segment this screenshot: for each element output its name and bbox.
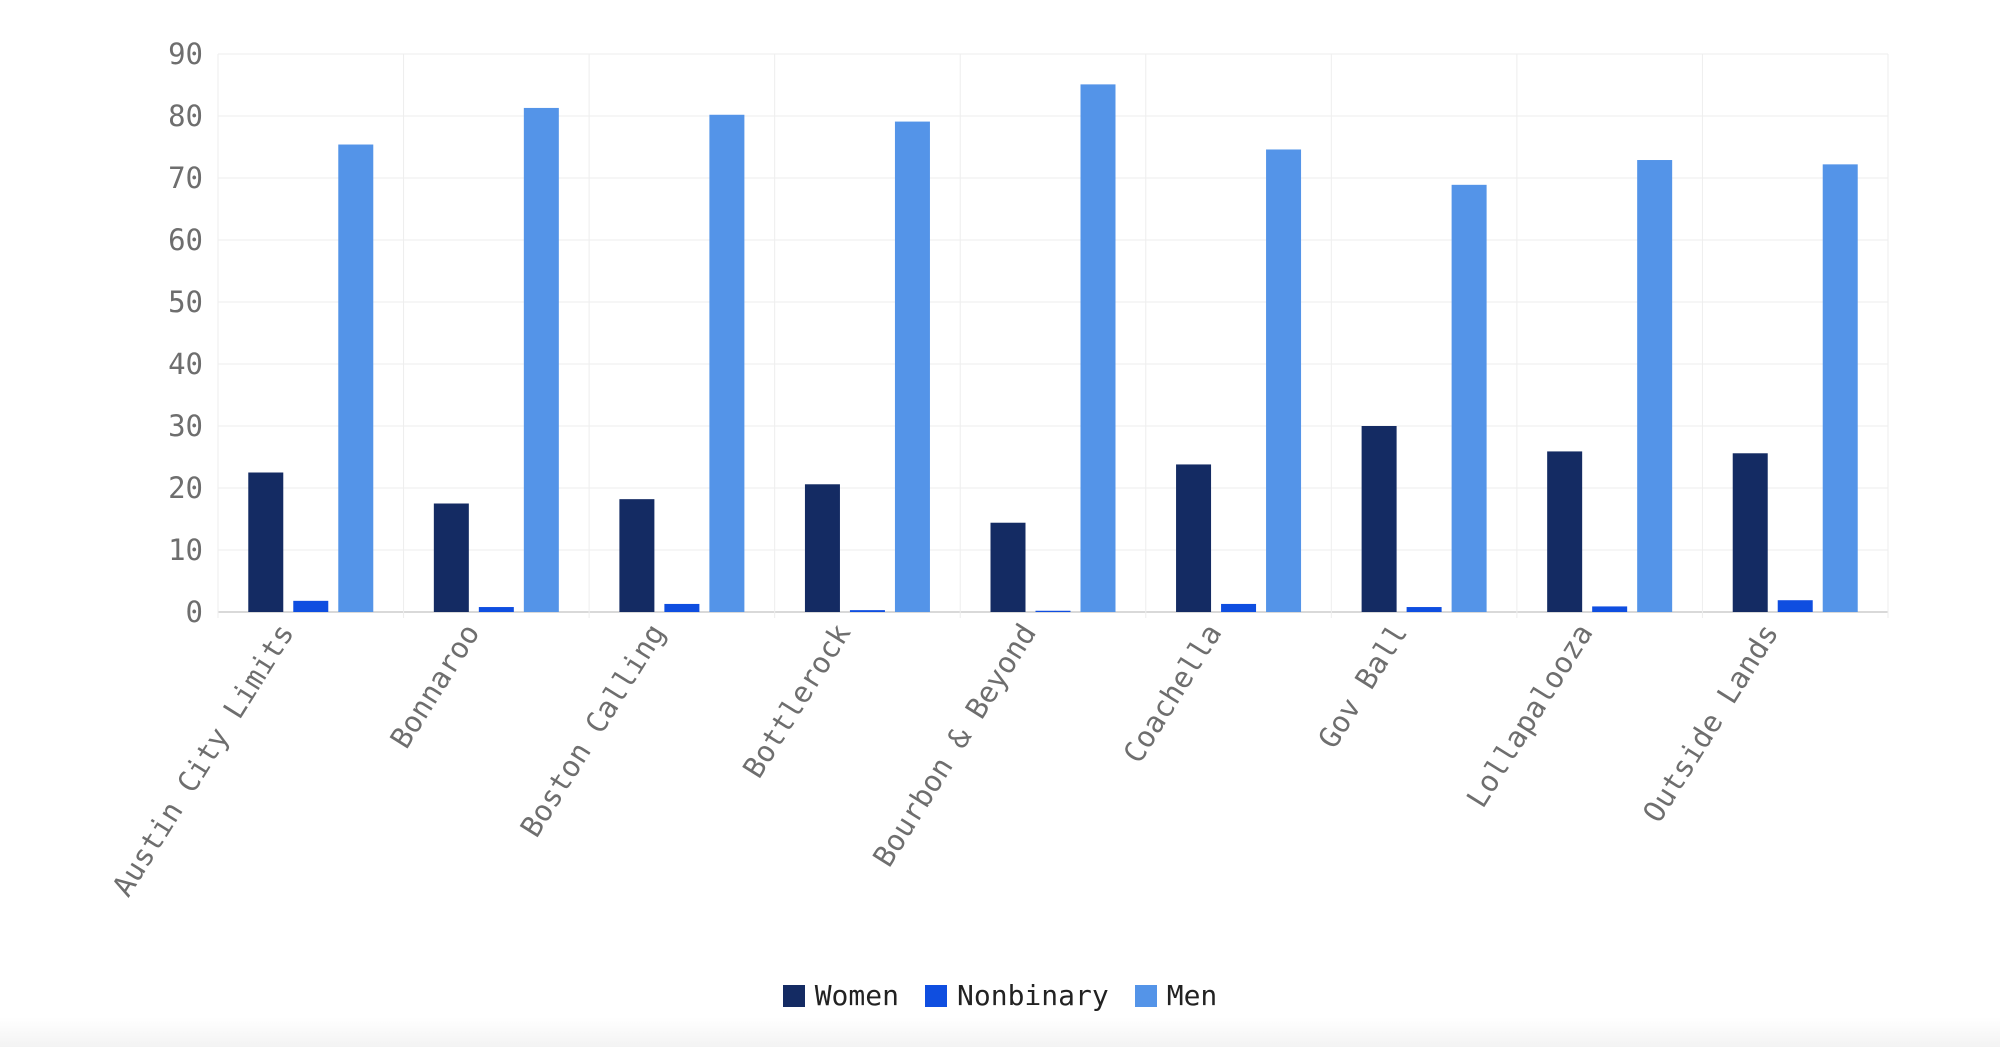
x-tick-label-0: Austin City Limits bbox=[105, 618, 300, 903]
y-tick-label-70: 70 bbox=[168, 161, 203, 195]
bar-men-2[interactable] bbox=[709, 114, 745, 612]
bar-women-2[interactable] bbox=[619, 499, 655, 612]
legend-item-nonbinary[interactable]: Nonbinary bbox=[925, 979, 1109, 1012]
y-tick-label-60: 60 bbox=[168, 223, 203, 257]
bar-men-8[interactable] bbox=[1822, 164, 1858, 613]
x-tick-label-6: Gov Ball bbox=[1311, 618, 1414, 754]
y-tick-label-90: 90 bbox=[168, 37, 203, 71]
bar-men-4[interactable] bbox=[1080, 84, 1116, 612]
legend-swatch-men bbox=[1134, 984, 1157, 1007]
bar-women-7[interactable] bbox=[1547, 451, 1583, 612]
legend-label-nonbinary: Nonbinary bbox=[957, 979, 1109, 1012]
bar-nonbinary-5[interactable] bbox=[1221, 603, 1257, 612]
y-axis-ticks: 0 10 20 30 40 50 60 70 80 90 bbox=[168, 37, 203, 629]
bar-men-6[interactable] bbox=[1451, 184, 1487, 612]
bar-layer bbox=[248, 84, 1858, 613]
bar-men-5[interactable] bbox=[1266, 149, 1302, 613]
legend-label-women: Women bbox=[814, 979, 899, 1012]
legend-swatch-nonbinary bbox=[925, 984, 947, 1007]
x-axis-labels: Austin City Limits Bonnaroo Boston Calling… bbox=[105, 617, 1785, 902]
bar-nonbinary-3[interactable] bbox=[849, 610, 885, 612]
y-tick-label-40: 40 bbox=[168, 347, 203, 381]
bar-men-3[interactable] bbox=[894, 121, 930, 612]
bar-nonbinary-8[interactable] bbox=[1777, 600, 1813, 612]
x-tick-label-4: Bourbon & Beyond bbox=[866, 618, 1043, 873]
bar-nonbinary-0[interactable] bbox=[293, 600, 329, 612]
bar-women-1[interactable] bbox=[433, 503, 469, 613]
x-tick-label-7: Lollapalooza bbox=[1460, 618, 1600, 814]
bar-nonbinary-7[interactable] bbox=[1592, 606, 1628, 612]
y-tick-label-10: 10 bbox=[168, 533, 203, 567]
y-tick-label-50: 50 bbox=[168, 285, 203, 319]
bottom-fade bbox=[0, 1017, 2000, 1047]
bar-nonbinary-1[interactable] bbox=[478, 607, 514, 612]
legend-item-men[interactable]: Men bbox=[1134, 979, 1218, 1012]
y-tick-label-20: 20 bbox=[168, 471, 203, 505]
y-tick-label-0: 0 bbox=[186, 595, 203, 629]
x-tick-label-8: Outside Lands bbox=[1636, 618, 1785, 829]
bar-women-4[interactable] bbox=[990, 522, 1026, 612]
y-tick-label-80: 80 bbox=[168, 99, 203, 133]
y-tick-label-30: 30 bbox=[168, 409, 203, 443]
grid-layer bbox=[217, 53, 1889, 618]
bar-nonbinary-4[interactable] bbox=[1035, 610, 1071, 612]
bar-women-0[interactable] bbox=[248, 472, 284, 613]
bar-nonbinary-2[interactable] bbox=[664, 603, 700, 612]
bar-men-1[interactable] bbox=[523, 107, 559, 612]
legend-swatch-women bbox=[782, 984, 805, 1007]
bar-women-5[interactable] bbox=[1176, 464, 1212, 612]
bar-women-6[interactable] bbox=[1361, 426, 1397, 612]
bar-men-0[interactable] bbox=[338, 144, 374, 612]
x-tick-label-5: Coachella bbox=[1116, 618, 1228, 769]
legend-label-men: Men bbox=[1166, 979, 1218, 1012]
bar-men-7[interactable] bbox=[1637, 160, 1673, 612]
legend: Women Nonbinary Men bbox=[0, 979, 2000, 1012]
x-tick-label-3: Bottlerock bbox=[736, 617, 858, 784]
bar-nonbinary-6[interactable] bbox=[1406, 607, 1442, 612]
x-tick-label-2: Boston Calling bbox=[513, 618, 671, 843]
bar-women-3[interactable] bbox=[804, 484, 840, 612]
bar-women-8[interactable] bbox=[1732, 453, 1768, 612]
legend-item-women[interactable]: Women bbox=[782, 979, 899, 1012]
x-tick-label-1: Bonnaroo bbox=[383, 618, 486, 754]
